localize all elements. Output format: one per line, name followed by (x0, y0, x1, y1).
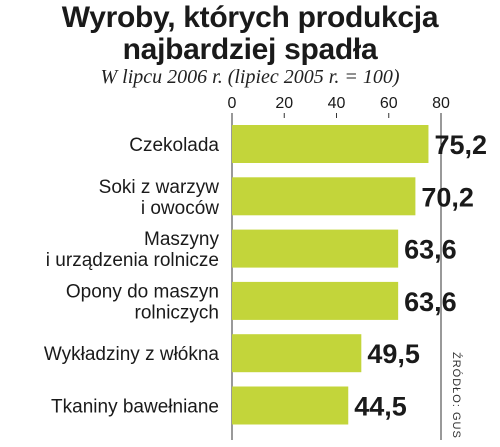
bar (232, 125, 429, 163)
title-line-1: Wyroby, których produkcja (61, 1, 439, 34)
x-tick-label: 60 (380, 95, 398, 112)
chart-title: Wyroby, których produkcja najbardziej sp… (0, 2, 500, 66)
title-line-2: najbardziej spadła (122, 33, 378, 66)
x-tick-label: 0 (228, 95, 237, 112)
category-label: Maszyny (144, 229, 219, 250)
chart-subtitle: W lipcu 2006 r. (lipiec 2005 r. = 100) (100, 66, 400, 88)
category-label: rolniczych (135, 302, 219, 323)
value-label: 63,6 (404, 287, 457, 317)
value-label: 63,6 (404, 235, 457, 265)
bar (232, 281, 399, 320)
bar (232, 386, 349, 425)
category-label: Soki z warzyw (99, 177, 220, 198)
value-label: 49,5 (367, 339, 420, 369)
value-label: 44,5 (354, 392, 407, 422)
value-label: 75,2 (434, 130, 487, 160)
value-label: 70,2 (421, 182, 474, 212)
category-label: i owoców (141, 198, 219, 219)
category-label: Czekolada (129, 135, 219, 156)
category-label: Opony do maszyn (66, 281, 219, 302)
x-tick-label: 80 (432, 95, 450, 112)
category-label: Wykładziny z włókna (44, 344, 220, 365)
category-label: Tkaniny bawełniane (51, 397, 219, 418)
bar (232, 229, 399, 268)
x-tick-label: 40 (328, 95, 346, 112)
bar (232, 177, 416, 216)
x-tick-label: 20 (275, 95, 293, 112)
source-credit: ŹRÓDŁO: GUS (450, 352, 462, 439)
category-label: i urządzenia rolnicze (46, 250, 219, 271)
bar (232, 334, 362, 373)
